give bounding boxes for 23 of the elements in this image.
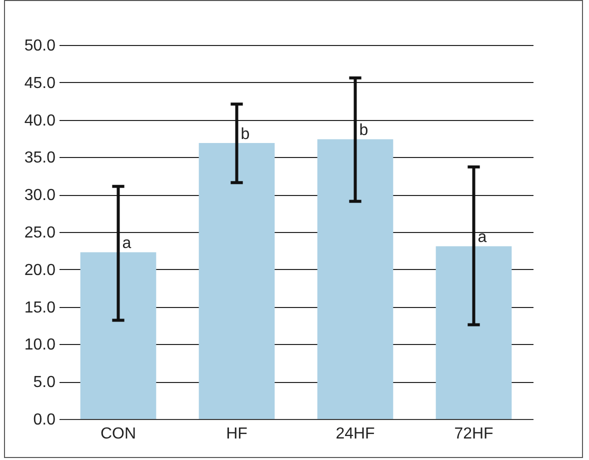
x-tick-label: 72HF	[454, 426, 494, 442]
bar	[436, 246, 512, 419]
x-tick-label: 24HF	[336, 426, 376, 442]
bar	[198, 142, 275, 419]
y-tick-label: 40.0	[24, 112, 56, 130]
y-tick-label: 50.0	[24, 38, 56, 54]
annotation: b	[240, 126, 250, 143]
y-tick-label: 25.0	[24, 224, 56, 242]
y-tick-label: 45.0	[24, 74, 56, 92]
x-tick-label: CON	[100, 426, 136, 442]
bar	[80, 252, 156, 419]
y-tick-label: 5.0	[33, 374, 56, 392]
annotation: a	[478, 229, 487, 246]
y-tick-label: 30.0	[24, 187, 56, 204]
y-tick-label: 35.0	[24, 150, 56, 167]
y-tick-label: 10.0	[24, 336, 56, 354]
y-tick-label: 20.0	[24, 262, 56, 279]
bar	[317, 139, 394, 419]
annotation: a	[122, 235, 132, 252]
y-tick-label: 15.0	[24, 299, 56, 316]
annotation: b	[359, 122, 368, 140]
y-tick-label: 0.0	[33, 412, 56, 428]
x-tick-label: HF	[226, 426, 248, 442]
